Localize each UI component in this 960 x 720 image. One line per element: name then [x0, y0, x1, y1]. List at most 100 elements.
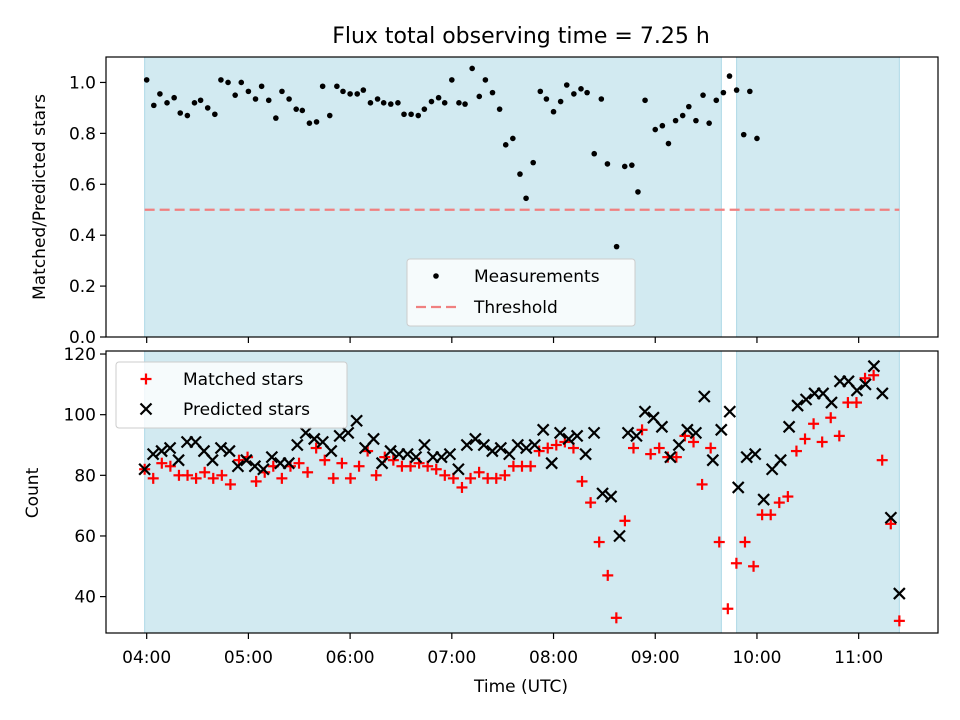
matched-star-point [319, 454, 331, 466]
matched-star-point [293, 457, 305, 469]
measurement-point [306, 120, 313, 126]
predicted-star-point [782, 420, 796, 434]
predicted-star-point [324, 444, 338, 458]
predicted-star-point [587, 426, 601, 440]
matched-star-point [550, 439, 562, 451]
top-panel: 0.0 0.2 0.4 0.6 0.8 1.0 Matched/Predicted sta… [30, 56, 939, 348]
measurement-point [642, 97, 648, 104]
measurement-point [171, 94, 177, 101]
measurement-point [143, 77, 150, 83]
predicted-star-point [893, 587, 906, 600]
matched-star-point [593, 536, 605, 548]
predicted-star-point [859, 378, 872, 391]
measurement-point [557, 98, 564, 105]
x-tick-label: 10:00 [732, 648, 781, 668]
measurement-point [476, 93, 483, 100]
matched-star-point [190, 472, 202, 484]
predicted-star-point [714, 423, 728, 437]
measurement-point [613, 243, 620, 250]
legend-measurements-label: Measurements [474, 267, 600, 287]
matched-star-point [276, 472, 288, 484]
y-tick-label: 0.0 [69, 328, 96, 348]
measurement-point [665, 140, 672, 147]
measurement-point [157, 91, 163, 97]
predicted-star-point [418, 438, 431, 452]
measurement-point [550, 108, 557, 115]
predicted-star-point [511, 438, 525, 452]
measurement-point [563, 82, 570, 88]
legend-measurements-marker [433, 273, 439, 279]
predicted-star-point [689, 426, 703, 440]
matched-star-point [868, 369, 880, 381]
measurement-point [747, 88, 753, 95]
measurement-point [510, 135, 516, 142]
measurement-point [502, 142, 509, 148]
measurement-point [387, 101, 394, 107]
matched-star-point [250, 475, 262, 487]
measurement-point [441, 100, 448, 106]
predicted-star-point [307, 432, 321, 446]
predicted-star-point [638, 405, 652, 418]
predicted-star-point [299, 426, 313, 440]
predicted-star-point [486, 444, 499, 458]
predicted-star-point [452, 462, 465, 476]
predicted-star-point [206, 453, 219, 467]
measurement-point [374, 96, 381, 102]
measurement-point [469, 65, 475, 72]
predicted-star-point [850, 384, 864, 397]
matched-star-point [799, 433, 811, 445]
matched-star-point [353, 460, 365, 472]
observing-band [736, 350, 900, 634]
predicted-star-point [664, 450, 677, 464]
measurement-point [151, 102, 157, 109]
matched-star-point [765, 509, 777, 521]
matched-star-point [722, 603, 734, 615]
measurement-point [604, 161, 611, 167]
matched-star-point [473, 466, 485, 478]
predicted-star-point [231, 459, 245, 473]
predicted-star-point [163, 441, 177, 455]
matched-star-point [773, 497, 785, 509]
bottom-x-ticks: 04:00 05:00 06:00 07:00 08:00 09:00 10:00 11:00 [122, 633, 883, 668]
predicted-star-point [876, 387, 889, 400]
predicted-star-point [401, 447, 414, 461]
predicted-star-point [867, 359, 881, 373]
legend-matched-label: Matched stars [183, 370, 303, 390]
matched-star-point [542, 442, 554, 454]
predicted-star-point [570, 429, 584, 443]
measurement-point [212, 111, 218, 118]
matched-star-point [739, 536, 751, 548]
measurement-point [435, 94, 442, 101]
bottom-legend-box [115, 361, 348, 429]
legend-matched-marker [140, 373, 152, 385]
measurement-point [265, 97, 272, 104]
matched-star-point [336, 457, 348, 469]
matched-star-point [893, 615, 905, 627]
matched-star-point [602, 569, 614, 581]
matched-star-point [327, 472, 339, 484]
predicted-star-point [291, 438, 304, 452]
matched-star-point [627, 442, 639, 454]
measurement-point [408, 111, 414, 118]
top-y-axis-label: Matched/Predicted stars [30, 94, 50, 300]
predicted-star-point [367, 432, 380, 446]
y-tick-label: 100 [64, 406, 96, 426]
measurement-point [319, 83, 326, 90]
measurement-point [218, 77, 224, 83]
measurement-point [700, 92, 706, 98]
measurement-point [313, 119, 320, 125]
measurement-point [523, 195, 529, 202]
measurement-point [164, 100, 170, 106]
x-tick-label: 09:00 [631, 648, 680, 668]
y-tick-label: 40 [74, 588, 96, 608]
x-tick-label: 08:00 [529, 648, 578, 668]
measurement-point [496, 106, 503, 112]
predicted-star-point [435, 450, 448, 464]
top-y-ticks: 0.0 0.2 0.4 0.6 0.8 1.0 [69, 73, 106, 348]
predicted-star-point [155, 444, 168, 458]
measurement-point [225, 79, 231, 86]
predicted-star-point [460, 438, 474, 452]
measurement-point [279, 88, 285, 95]
matched-star-point [216, 469, 228, 481]
